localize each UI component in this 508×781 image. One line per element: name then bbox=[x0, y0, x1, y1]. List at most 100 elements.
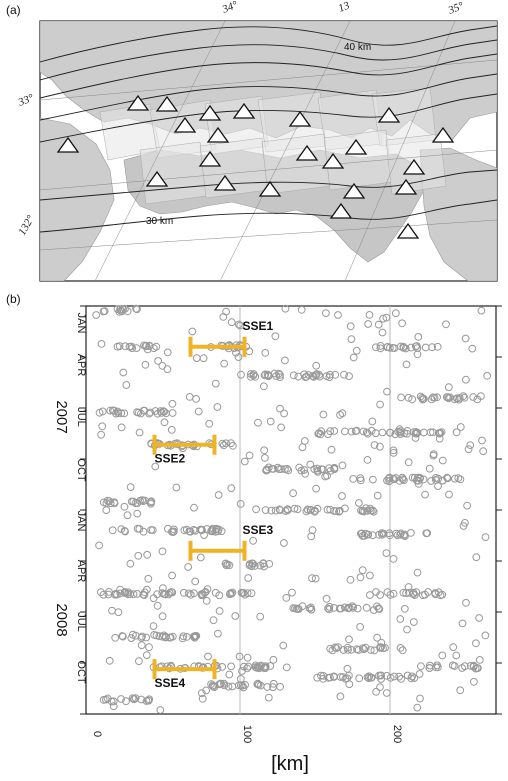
tremor-marker bbox=[105, 497, 114, 506]
tremor-marker bbox=[427, 395, 436, 404]
tremor-marker bbox=[363, 456, 372, 464]
tremor-marker bbox=[477, 392, 485, 401]
tremor-marker bbox=[408, 395, 417, 404]
triangle-icon bbox=[232, 102, 256, 119]
tremor-marker bbox=[450, 395, 459, 404]
sse-label-3: SSE3 bbox=[243, 523, 274, 537]
tremor-marker bbox=[391, 309, 400, 318]
tremor-marker bbox=[184, 589, 193, 598]
lon-label-35: 35° bbox=[446, 0, 466, 17]
tremor-marker bbox=[475, 614, 484, 622]
tremor-marker bbox=[283, 465, 292, 473]
tremor-marker bbox=[180, 588, 188, 597]
tremor-marker bbox=[345, 372, 354, 381]
tremor-marker bbox=[126, 559, 135, 568]
tremor-marker bbox=[148, 526, 157, 534]
tremor-marker bbox=[276, 506, 285, 515]
year-label-2007: 2007 bbox=[53, 400, 70, 433]
tremor-marker bbox=[105, 656, 114, 665]
tremor-marker bbox=[149, 594, 158, 603]
tremor-marker bbox=[368, 531, 377, 540]
tremor-marker bbox=[366, 571, 374, 580]
tremor-marker bbox=[340, 370, 348, 379]
tremor-marker bbox=[378, 328, 387, 337]
tremor-marker bbox=[356, 573, 365, 582]
tremor-marker bbox=[303, 505, 312, 514]
month-label-apr-2008: APR bbox=[75, 560, 87, 583]
tremor-marker bbox=[159, 407, 168, 416]
tremor-marker bbox=[312, 484, 321, 493]
tremor-marker bbox=[289, 489, 298, 498]
tremor-marker bbox=[119, 632, 127, 641]
tremor-marker bbox=[129, 590, 138, 599]
tremor-marker bbox=[301, 469, 310, 478]
tremor-marker bbox=[140, 406, 149, 415]
tremor-marker bbox=[135, 657, 143, 666]
tremor-marker bbox=[245, 451, 254, 460]
tremor-marker bbox=[347, 335, 356, 344]
tremor-marker bbox=[269, 679, 278, 688]
tremor-marker bbox=[345, 635, 353, 644]
tremor-marker bbox=[97, 588, 105, 597]
tremor-marker bbox=[323, 505, 332, 514]
tremor-marker bbox=[448, 661, 457, 670]
tremor-marker bbox=[109, 697, 118, 706]
tremor-marker bbox=[397, 393, 406, 402]
triangle-icon bbox=[288, 110, 312, 127]
tremor-marker bbox=[189, 632, 198, 641]
tremor-marker bbox=[272, 372, 281, 380]
triangle-icon bbox=[173, 116, 197, 133]
tremor-marker bbox=[220, 359, 229, 368]
panel-b-label: (b) bbox=[6, 292, 21, 306]
tremor-marker bbox=[463, 501, 472, 510]
tremor-marker bbox=[302, 507, 311, 516]
tremor-marker bbox=[227, 439, 235, 448]
tremor-marker bbox=[102, 506, 111, 515]
tremor-marker bbox=[246, 372, 255, 381]
tremor-marker bbox=[358, 566, 367, 575]
tremor-marker bbox=[481, 631, 490, 640]
tremor-marker bbox=[365, 311, 374, 319]
tremor-marker bbox=[231, 612, 240, 620]
tremor-marker bbox=[170, 525, 178, 534]
tremor-marker bbox=[398, 646, 407, 655]
tremor-marker bbox=[308, 574, 316, 583]
tremor-marker bbox=[396, 530, 405, 539]
tremor-marker bbox=[378, 428, 387, 437]
tremor-marker bbox=[259, 559, 268, 568]
tremor-marker bbox=[204, 652, 212, 661]
tremor-marker bbox=[146, 408, 155, 417]
tremor-marker bbox=[438, 476, 447, 485]
tremor-marker bbox=[363, 429, 372, 438]
triangle-icon bbox=[155, 95, 179, 112]
tremor-marker bbox=[307, 603, 315, 612]
tremor-marker bbox=[434, 482, 442, 491]
tremor-marker bbox=[407, 529, 415, 537]
tremor-marker bbox=[391, 430, 400, 439]
triangle-icon bbox=[198, 150, 222, 167]
tremor-marker bbox=[372, 588, 380, 596]
tremor-marker bbox=[459, 522, 468, 530]
tremor-marker bbox=[395, 425, 404, 434]
tremor-marker bbox=[339, 673, 347, 681]
tremor-marker bbox=[308, 526, 317, 535]
tremor-marker bbox=[472, 553, 481, 562]
tremor-marker bbox=[188, 327, 197, 336]
tremor-marker bbox=[132, 304, 140, 313]
tremor-marker bbox=[300, 466, 309, 474]
tremor-marker bbox=[276, 371, 284, 379]
tremor-marker bbox=[376, 344, 385, 353]
tremor-marker bbox=[382, 671, 391, 680]
tremor-marker bbox=[314, 429, 323, 438]
tremor-marker bbox=[398, 475, 407, 484]
tremor-marker bbox=[423, 529, 432, 537]
tremor-marker bbox=[360, 507, 369, 516]
tremor-marker bbox=[376, 442, 384, 451]
tremor-marker bbox=[409, 590, 418, 598]
tremor-marker bbox=[335, 506, 344, 515]
gridlines bbox=[239, 306, 391, 714]
sse-bars: SSE1 SSE2 SSE3 SSE4 bbox=[152, 319, 274, 690]
x-axis-title: [km] bbox=[271, 753, 309, 775]
tremor-marker bbox=[124, 588, 133, 597]
tremor-marker bbox=[326, 644, 335, 653]
